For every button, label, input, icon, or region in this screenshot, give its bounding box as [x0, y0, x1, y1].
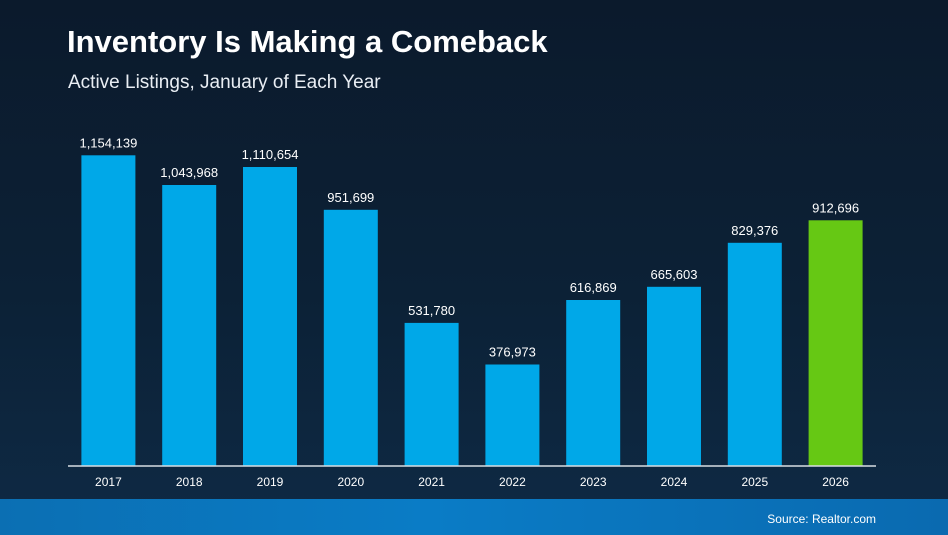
value-label-2017: 1,154,139 — [79, 135, 137, 150]
x-tick-2024: 2024 — [661, 475, 688, 489]
value-label-2025: 829,376 — [731, 223, 778, 238]
x-tick-2022: 2022 — [499, 475, 526, 489]
bar-2018 — [162, 185, 217, 466]
x-tick-2017: 2017 — [95, 475, 122, 489]
bar-2023 — [566, 300, 621, 466]
source-note: Source: Realtor.com — [767, 512, 876, 526]
chart-title: Inventory Is Making a Comeback — [67, 24, 548, 59]
x-tick-2026: 2026 — [822, 475, 849, 489]
x-tick-2025: 2025 — [741, 475, 768, 489]
value-label-2021: 531,780 — [408, 303, 455, 318]
value-label-2019: 1,110,654 — [242, 147, 299, 162]
value-label-2022: 376,973 — [489, 345, 536, 360]
chart-subtitle: Active Listings, January of Each Year — [68, 72, 381, 93]
x-tick-2020: 2020 — [337, 475, 364, 489]
x-tick-2018: 2018 — [176, 475, 203, 489]
footer-bar — [0, 499, 948, 535]
bar-2026 — [808, 220, 863, 466]
x-tick-2019: 2019 — [257, 475, 284, 489]
x-tick-2023: 2023 — [580, 475, 607, 489]
value-label-2018: 1,043,968 — [160, 165, 218, 180]
x-tick-2021: 2021 — [418, 475, 445, 489]
bar-2022 — [485, 364, 540, 466]
bar-2019 — [243, 167, 297, 466]
value-label-2020: 951,699 — [327, 190, 374, 205]
value-label-2024: 665,603 — [651, 267, 698, 282]
bar-chart: 1,154,139 2017 1,043,968 2018 1,110,654 2019 9… — [68, 135, 876, 489]
bar-2025 — [727, 242, 782, 466]
bar-2021 — [404, 322, 459, 466]
value-label-2023: 616,869 — [570, 280, 617, 295]
bar-2020 — [323, 209, 378, 467]
bar-2017 — [81, 155, 136, 467]
value-label-2026: 912,696 — [812, 200, 859, 215]
bar-2024 — [647, 286, 701, 466]
